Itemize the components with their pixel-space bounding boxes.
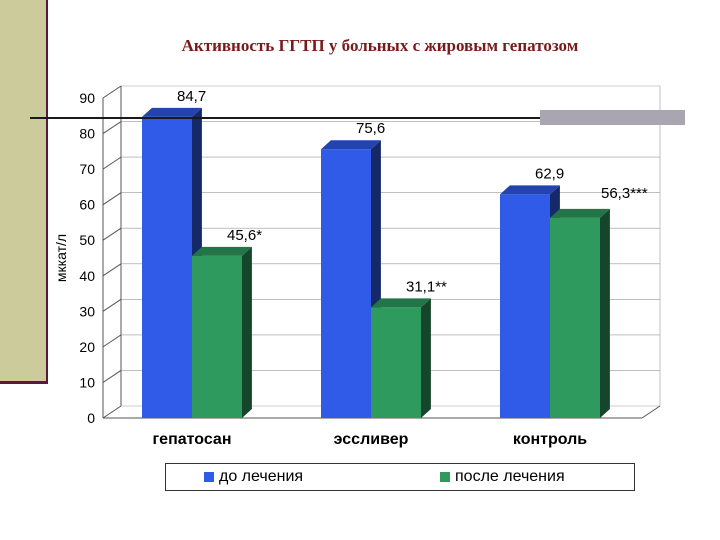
slide-rule-accent-bar — [540, 110, 685, 125]
gridline-diagonal — [102, 121, 122, 134]
y-tick-label: 10 — [79, 374, 95, 390]
y-tick-label: 0 — [87, 410, 95, 426]
y-tick-label: 20 — [79, 339, 95, 355]
side-strip-edge — [46, 0, 48, 384]
bar-top-face — [321, 140, 381, 150]
y-tick-label: 30 — [79, 303, 95, 319]
bar — [550, 217, 600, 418]
chart-title: Активность ГГТП у больных с жировым гепа… — [181, 36, 579, 55]
y-axis-title: мккат/л — [53, 234, 69, 282]
data-label: 84,7 — [177, 88, 206, 105]
legend-item-after: после лечения — [440, 468, 565, 486]
x-category-label: контроль — [513, 431, 587, 448]
legend-label-before: до лечения — [219, 468, 304, 485]
x-category-label: эссливер — [334, 431, 409, 448]
bar-top-face — [192, 246, 252, 256]
legend-label-after: после лечения — [455, 468, 565, 485]
gridline-diagonal — [102, 85, 122, 99]
gridline-diagonal — [102, 370, 122, 383]
bar-top-face — [550, 208, 610, 218]
x-category-label: гепатосан — [153, 431, 232, 448]
data-label: 75,6 — [356, 120, 385, 137]
y-tick-label: 50 — [79, 232, 95, 248]
bar-top-face — [142, 107, 202, 117]
gridline-diagonal — [102, 334, 122, 348]
bar — [321, 149, 371, 418]
gridline-diagonal — [102, 227, 122, 241]
y-tick-label: 90 — [79, 90, 95, 106]
bar-chart: 0 10 20 30 40 50 60 70 80 90 мккат/л 84,7 45,6* гепат… — [53, 85, 661, 448]
y-tick-label: 80 — [79, 126, 95, 142]
floor-right-edge — [641, 405, 661, 419]
legend-item-before: до лечения — [204, 468, 303, 486]
bar — [142, 116, 192, 418]
bar-top-face — [371, 298, 431, 308]
gridline-diagonal — [102, 405, 122, 419]
side-strip-base — [0, 381, 48, 384]
data-label: 31,1** — [406, 278, 447, 295]
data-label: 56,3*** — [601, 185, 648, 202]
data-label: 62,9 — [535, 165, 564, 182]
y-tick-label: 60 — [79, 197, 95, 213]
legend-swatch-before — [204, 472, 214, 482]
legend-swatch-after — [440, 472, 450, 482]
y-tick-label: 70 — [79, 161, 95, 177]
slide-horizontal-rule — [30, 117, 685, 119]
bar — [500, 194, 550, 418]
gridline-diagonal — [102, 192, 122, 206]
gridline-diagonal — [102, 263, 122, 277]
decorative-side-strip — [0, 0, 46, 384]
bar — [371, 307, 421, 418]
gridline-diagonal — [102, 298, 122, 312]
bar-top-face — [500, 185, 560, 195]
y-tick-label: 40 — [79, 268, 95, 284]
chart-legend: до лечения после лечения — [165, 463, 635, 491]
gridline-diagonal — [102, 156, 122, 170]
data-label: 45,6* — [227, 227, 262, 244]
bar-side-face — [242, 246, 252, 418]
bar-side-face — [600, 208, 610, 418]
bar-side-face — [421, 298, 431, 418]
bar — [192, 255, 242, 418]
